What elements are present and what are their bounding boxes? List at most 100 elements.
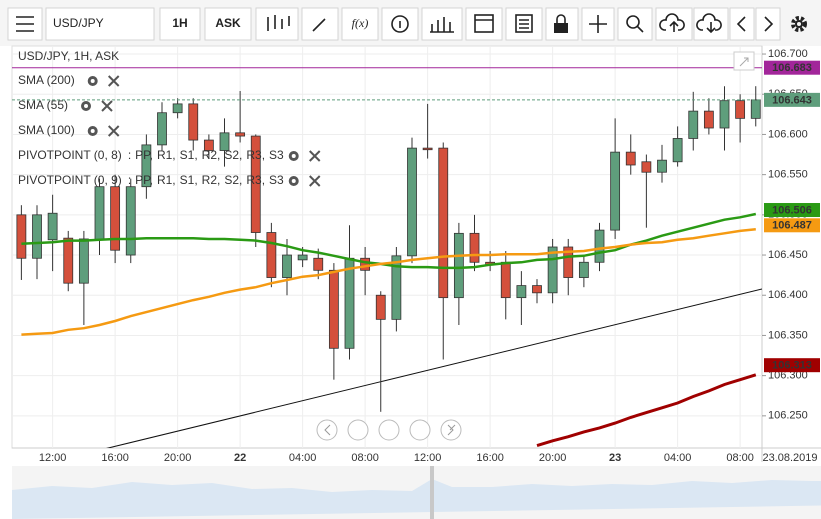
side-button[interactable]: ASK <box>204 7 252 41</box>
download-button[interactable] <box>693 7 729 41</box>
axis: 106.700106.650106.600106.550106.500106.4… <box>12 48 820 464</box>
trend-line[interactable] <box>100 288 762 450</box>
pivot-item: R3, <box>246 173 265 187</box>
pivot-item: R1, <box>157 173 176 187</box>
candle-body <box>157 112 167 146</box>
candle-body <box>78 238 89 284</box>
candle-body <box>750 99 761 119</box>
candle-body <box>703 110 714 129</box>
candle-body <box>735 100 746 119</box>
candle-body <box>94 186 105 241</box>
info-button[interactable] <box>381 7 419 41</box>
maximize-button[interactable] <box>733 51 755 71</box>
remove-icon[interactable] <box>107 75 120 87</box>
symbol-input[interactable]: USD/JPY <box>45 7 155 41</box>
candle-body <box>563 246 574 278</box>
calendar-button[interactable] <box>465 7 503 41</box>
candle-body <box>438 147 449 299</box>
candle-body <box>500 261 511 299</box>
menu-button[interactable] <box>7 7 43 41</box>
next-button[interactable] <box>755 7 781 41</box>
candle-body <box>110 186 121 251</box>
price-badge <box>764 60 820 75</box>
candle-body <box>125 186 136 256</box>
interval-button[interactable]: 1H <box>159 7 201 41</box>
candle-body <box>188 103 199 141</box>
pivot-separator: : <box>128 148 131 162</box>
candle-body <box>203 139 214 151</box>
pivot-item: S3 <box>269 173 284 187</box>
price-badge-label: 106.643 <box>772 94 812 106</box>
candle-body <box>407 147 417 257</box>
interval: 1H <box>172 16 187 30</box>
price-badge <box>764 218 820 233</box>
candle-body <box>313 257 324 271</box>
navigator-area <box>12 479 821 519</box>
pivot-item: R3, <box>246 148 265 162</box>
crosshair-button[interactable] <box>581 7 615 41</box>
price-badge <box>764 92 820 107</box>
x-tick-label: 12:00 <box>39 452 67 464</box>
settings-icon-hole <box>84 104 89 108</box>
draw-button[interactable] <box>301 7 339 41</box>
plot-area <box>11 45 763 449</box>
pivot-item: S1, <box>180 148 198 162</box>
navigator <box>12 466 821 519</box>
y-tick-label: 106.450 <box>768 249 808 261</box>
candle-body <box>469 232 480 263</box>
navigator-handle[interactable] <box>430 466 434 519</box>
y-tick-label: 106.600 <box>768 128 808 140</box>
candle-body <box>641 161 652 173</box>
lock-button[interactable] <box>545 7 579 41</box>
pivot-item: R2, <box>202 173 221 187</box>
scroll-left[interactable] <box>316 419 338 441</box>
remove-icon[interactable] <box>309 150 321 162</box>
y-tick-label: 106.400 <box>768 289 808 301</box>
pivot-name: PIVOTPOINT (0, 9) <box>18 173 122 187</box>
x-tick-label: 22 <box>234 452 246 464</box>
news-button[interactable] <box>505 7 543 41</box>
pivot-item: PP, <box>135 173 153 187</box>
zoom-out[interactable] <box>347 419 369 441</box>
remove-icon[interactable] <box>309 175 321 187</box>
pivot-item: R2, <box>202 148 221 162</box>
zoom-in[interactable] <box>409 419 431 441</box>
side: ASK <box>215 16 241 30</box>
remove-icon[interactable] <box>101 100 113 112</box>
settings-icon-hole <box>90 129 95 133</box>
settings-icon-hole <box>291 154 296 158</box>
x-tick-label: 20:00 <box>539 452 567 464</box>
candle-body <box>235 132 246 137</box>
settings-button[interactable] <box>791 16 807 32</box>
price-badge-label: 106.313 <box>772 360 812 372</box>
indicator-name: SMA (55) <box>18 98 68 112</box>
candle-body <box>266 232 277 278</box>
date-label: 23.08.2019 <box>762 452 817 464</box>
price-badge <box>764 358 820 373</box>
pivot-item: S2, <box>224 173 242 187</box>
candle-body <box>360 257 371 271</box>
function-button[interactable]: f(x) <box>341 7 379 41</box>
scroll-right[interactable] <box>440 419 462 441</box>
function: f(x) <box>352 16 369 30</box>
upload-button[interactable] <box>655 7 693 41</box>
zoom-button[interactable] <box>617 7 653 41</box>
candle-body <box>172 103 183 114</box>
x-tick-label: 08:00 <box>726 452 754 464</box>
y-tick-label: 106.550 <box>768 169 808 181</box>
chart-type-button[interactable] <box>255 7 299 41</box>
candle-body <box>422 147 433 151</box>
price-badge-label: 106.683 <box>772 62 812 74</box>
reset[interactable] <box>378 419 400 441</box>
remove-icon[interactable] <box>107 125 120 137</box>
indicator-name: SMA (100) <box>18 123 75 137</box>
candle-body <box>63 237 74 284</box>
x-tick-label: 12:00 <box>414 452 442 464</box>
candle-body <box>657 159 667 173</box>
candle-body <box>516 285 527 299</box>
toolbar: USD/JPY 1H ASK f(x) <box>0 0 821 46</box>
candle-body <box>328 269 339 349</box>
prev-button[interactable] <box>729 7 755 41</box>
indicators-button[interactable] <box>421 7 463 41</box>
